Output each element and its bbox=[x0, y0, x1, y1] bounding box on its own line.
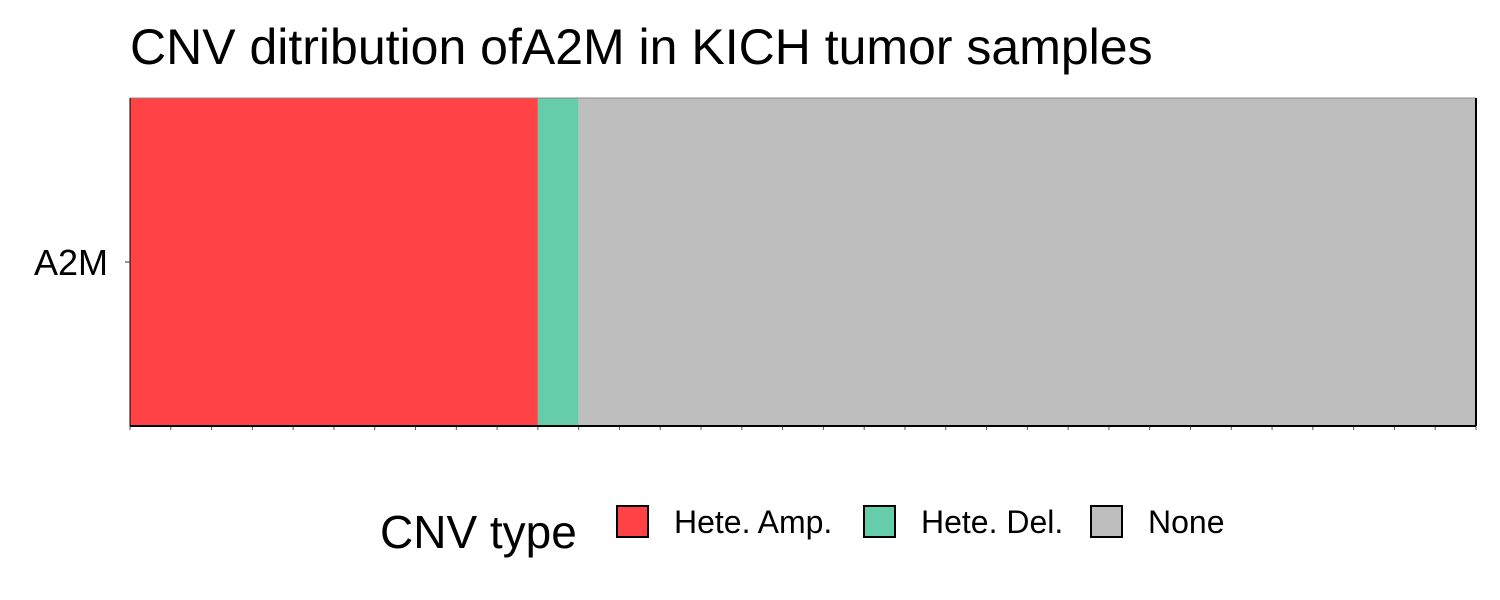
legend-swatch bbox=[616, 505, 649, 538]
legend-swatch bbox=[863, 505, 896, 538]
legend-title: CNV type bbox=[380, 506, 577, 558]
legend-label: Hete. Del. bbox=[921, 504, 1063, 540]
bar-segment-hete-del bbox=[537, 98, 579, 426]
plot-area bbox=[129, 97, 1477, 430]
bar-segment-none bbox=[578, 98, 1476, 426]
stacked-bar-segments bbox=[130, 97, 1476, 426]
legend-item: Hete. Del. bbox=[863, 504, 1063, 540]
legend-swatch bbox=[1090, 505, 1123, 538]
y-axis: A2M bbox=[34, 242, 130, 283]
legend-item: None bbox=[1090, 504, 1225, 540]
legend-label: None bbox=[1148, 504, 1225, 540]
legend-item: Hete. Amp. bbox=[616, 504, 832, 540]
chart-title: CNV ditribution ofA2M in KICH tumor samp… bbox=[130, 19, 1153, 75]
y-tick-label: A2M bbox=[34, 242, 108, 283]
legend-label: Hete. Amp. bbox=[674, 504, 832, 540]
legend-items: Hete. Amp. Hete. Del. None bbox=[616, 504, 1225, 540]
bar-segment-hete-amp bbox=[130, 98, 538, 426]
legend: CNV type Hete. Amp. Hete. Del. None bbox=[380, 504, 1225, 558]
